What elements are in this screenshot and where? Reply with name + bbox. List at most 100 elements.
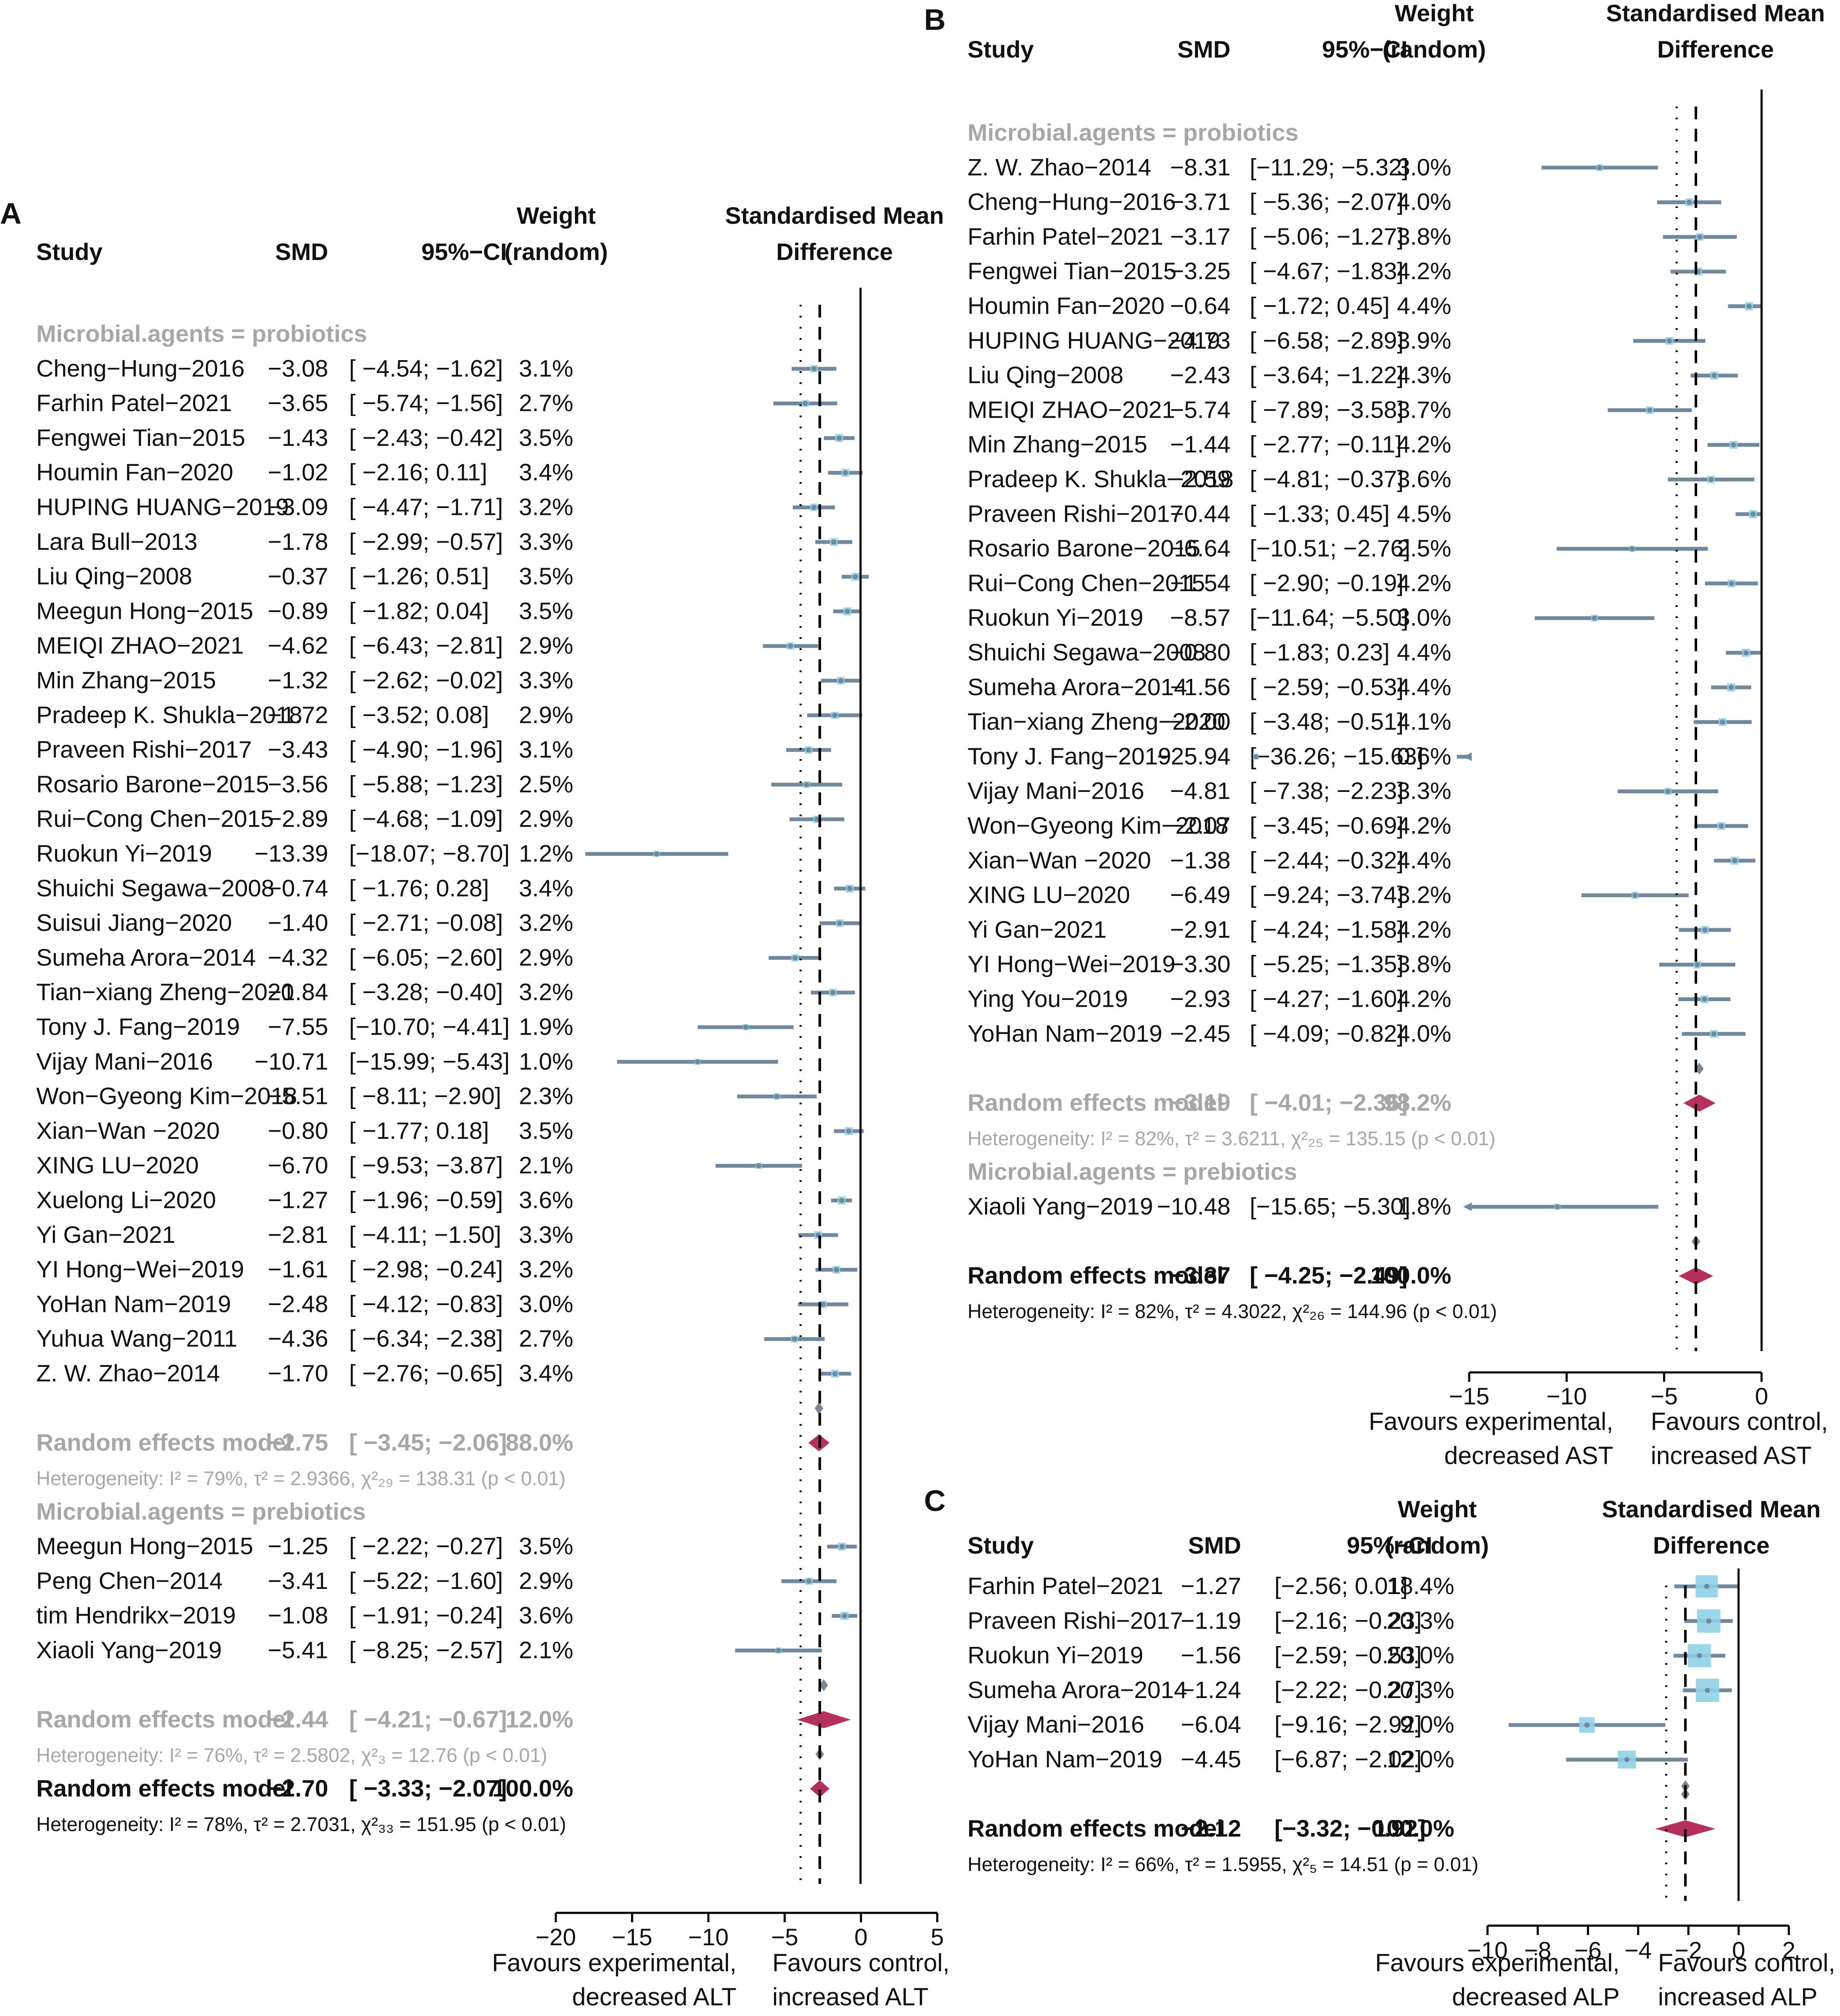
point-estimate	[791, 1336, 797, 1342]
study-weight: 3.2%	[519, 494, 573, 520]
study-weight: 3.0%	[519, 1290, 573, 1317]
ci-arrow	[1463, 1202, 1472, 1211]
study-smd: −10.48	[1157, 1193, 1231, 1219]
study-ci: [ −1.33; 0.45]	[1250, 500, 1389, 527]
heterogeneity-p: (p < 0.01)	[1412, 1300, 1497, 1323]
study-ci: [ −2.98; −0.24]	[349, 1256, 503, 1282]
subgroup-model-label: Random effects model	[36, 1429, 292, 1456]
study-smd: −0.89	[268, 597, 328, 624]
study-ci: [−11.29; −5.32]	[1250, 153, 1409, 180]
heterogeneity-tau2: τ² = 3.6211	[1185, 1127, 1280, 1150]
subgroup-title: Microbial.agents = probiotics	[36, 320, 367, 347]
study-smd: −2.81	[268, 1221, 328, 1248]
study-name: Shuichi Segawa−2008	[36, 875, 274, 901]
panel-letter: B	[924, 3, 946, 36]
study-weight: 4.4%	[1397, 673, 1451, 700]
point-estimate	[806, 1578, 812, 1584]
study-name: Praveen Rishi−2017	[968, 500, 1183, 527]
study-smd: −0.80	[268, 1117, 328, 1144]
study-ci: [ −6.43; −2.81]	[349, 632, 503, 659]
heterogeneity-tau2: τ² = 4.3022	[1185, 1300, 1282, 1323]
study-smd: −3.17	[1170, 223, 1231, 250]
heterogeneity-het-prefix: Heterogeneity:	[968, 1853, 1101, 1875]
study-name: Pradeep K. Shukla−2018	[36, 701, 302, 728]
study-weight: 3.5%	[519, 1117, 573, 1144]
model-ci: [ −4.25; −2.49]	[1250, 1262, 1407, 1289]
study-ci: [ −2.59; −0.53]	[1250, 673, 1404, 700]
point-estimate	[1728, 685, 1734, 690]
subgroup-marker	[815, 1402, 823, 1415]
study-smd: −2.00	[1170, 708, 1231, 735]
study-ci: [−11.64; −5.50]	[1250, 604, 1409, 631]
point-estimate	[814, 817, 820, 822]
header-weight: Weight	[517, 202, 596, 229]
study-weight: 3.3%	[519, 667, 573, 693]
study-weight: 3.5%	[519, 597, 573, 624]
point-estimate	[1746, 303, 1752, 309]
point-estimate	[1624, 1757, 1629, 1762]
study-name: Lara Bull−2013	[36, 528, 197, 555]
study-ci: [−10.70; −4.41]	[349, 1013, 510, 1040]
study-smd: −1.19	[1181, 1607, 1241, 1634]
study-weight: 3.1%	[519, 736, 573, 763]
study-smd: −4.81	[1170, 777, 1231, 804]
favours-control-measure: increased AST	[1651, 1442, 1811, 1470]
model-smd: −3.37	[1170, 1262, 1231, 1289]
point-estimate	[654, 851, 659, 857]
study-weight: 1.9%	[519, 1013, 573, 1040]
x-tick-label: −10	[1467, 1937, 1508, 1964]
study-smd: −0.44	[1170, 500, 1231, 527]
study-ci: [ −4.12; −0.83]	[349, 1290, 503, 1317]
study-ci: [ −5.36; −2.07]	[1250, 188, 1404, 215]
model-smd: −2.12	[1181, 1815, 1241, 1842]
study-smd: −2.45	[1170, 1020, 1231, 1047]
study-smd: −0.80	[1170, 639, 1231, 666]
header-ci: 95%−CI	[1347, 1532, 1433, 1559]
study-smd: −1.25	[268, 1533, 328, 1560]
study-ci: [ −3.45; −0.69]	[1250, 812, 1404, 839]
subgroup-title: Microbial.agents = prebiotics	[968, 1158, 1297, 1185]
study-weight: 1.8%	[1397, 1193, 1451, 1219]
header-study: Study	[36, 238, 103, 265]
study-name: Sumeha Arora−2014	[36, 944, 256, 970]
study-smd: −7.55	[268, 1013, 328, 1040]
study-ci: [ −1.82; 0.04]	[349, 597, 489, 624]
study-weight: 3.2%	[1397, 881, 1451, 908]
study-ci: [ −2.22; −0.27]	[349, 1533, 503, 1560]
study-smd: −2.48	[268, 1290, 328, 1317]
model-diamond	[1655, 1820, 1716, 1837]
study-ci: [−2.56; 0.01]	[1274, 1572, 1408, 1599]
study-name: Yi Gan−2021	[36, 1221, 175, 1248]
x-tick-label: 0	[1732, 1937, 1745, 1964]
study-name: Houmin Fan−2020	[968, 292, 1164, 319]
study-name: Rosario Barone−2015	[968, 535, 1200, 562]
study-weight: 4.2%	[1397, 257, 1451, 284]
study-smd: −4.73	[1170, 327, 1231, 354]
study-weight: 3.5%	[519, 563, 573, 589]
model-weight: 100.0%	[1373, 1815, 1454, 1842]
study-ci: [ −3.28; −0.40]	[349, 979, 503, 1005]
study-smd: −8.31	[1170, 153, 1231, 180]
study-smd: −1.72	[268, 701, 328, 728]
study-ci: [ −5.06; −1.27]	[1250, 223, 1404, 250]
study-name: Peng Chen−2014	[36, 1567, 223, 1594]
heterogeneity-het-prefix: Heterogeneity:	[36, 1467, 169, 1489]
study-name: Min Zhang−2015	[968, 431, 1147, 458]
study-name: Rui−Cong Chen−2015	[968, 569, 1205, 596]
study-ci: [ −8.25; −2.57]	[349, 1637, 503, 1664]
study-name: Tony J. Fang−2019	[968, 742, 1171, 769]
study-smd: −4.62	[268, 632, 328, 659]
study-ci: [−10.51; −2.76]	[1250, 535, 1410, 562]
study-name: tim Hendrikx−2019	[36, 1602, 236, 1629]
study-ci: [ −4.09; −0.82]	[1250, 1020, 1404, 1047]
study-weight: 20.0%	[1386, 1642, 1454, 1669]
point-estimate	[804, 782, 809, 787]
header-effect: Standardised Mean	[1606, 0, 1825, 26]
study-weight: 4.4%	[1397, 639, 1451, 666]
study-smd: −0.64	[1170, 292, 1231, 319]
study-name: Farhin Patel−2021	[968, 223, 1163, 250]
study-smd: −6.49	[1170, 881, 1231, 908]
study-smd: −10.71	[254, 1048, 328, 1074]
ci-arrow	[1463, 752, 1472, 761]
